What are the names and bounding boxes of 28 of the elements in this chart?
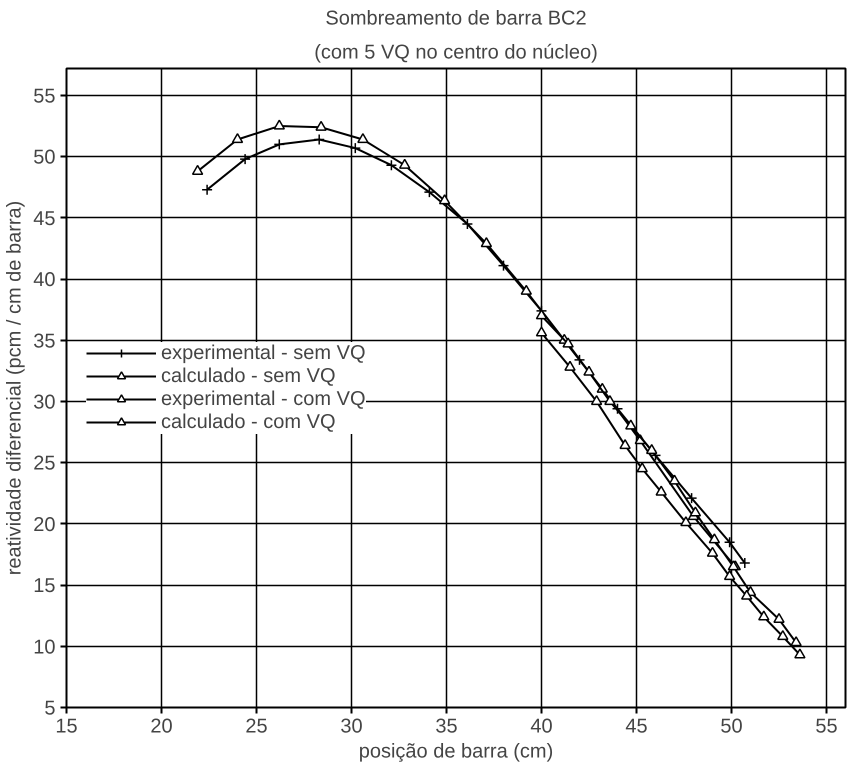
y-tick-label: 45 bbox=[33, 208, 56, 230]
y-tick-label: 55 bbox=[33, 85, 56, 108]
y-tick-label: 50 bbox=[33, 146, 56, 169]
x-tick-label: 15 bbox=[55, 716, 78, 738]
legend-label: calculado - sem VQ bbox=[161, 364, 336, 388]
chart-title: Sombreamento de barra BC2 bbox=[325, 8, 587, 30]
y-tick-label: 25 bbox=[33, 452, 56, 475]
y-tick-label: 10 bbox=[33, 636, 56, 658]
x-tick-label: 45 bbox=[625, 716, 648, 738]
x-tick-label: 20 bbox=[150, 716, 173, 738]
x-tick-label: 25 bbox=[245, 716, 268, 738]
x-tick-label: 35 bbox=[435, 716, 458, 738]
legend-label: experimental - sem VQ bbox=[161, 342, 366, 364]
x-tick-label: 40 bbox=[530, 716, 553, 738]
x-tick-label: 30 bbox=[340, 716, 363, 738]
y-axis-title: reatividade diferencial (pcm / cm de barra) bbox=[3, 200, 26, 576]
x-tick-label: 55 bbox=[815, 716, 838, 738]
x-axis-title: posição de barra (cm) bbox=[358, 740, 554, 762]
chart-subtitle: (com 5 VQ no centro do núcleo) bbox=[314, 42, 598, 64]
x-tick-label: 50 bbox=[720, 716, 743, 738]
y-tick-label: 15 bbox=[33, 575, 56, 598]
y-tick-label: 40 bbox=[33, 269, 56, 292]
legend-label: experimental - com VQ bbox=[161, 388, 366, 410]
y-tick-label: 20 bbox=[33, 514, 56, 536]
y-tick-label: 5 bbox=[44, 698, 56, 720]
y-tick-label: 35 bbox=[33, 330, 56, 352]
legend-label: calculado - com VQ bbox=[161, 410, 336, 434]
y-tick-label: 30 bbox=[33, 391, 56, 414]
